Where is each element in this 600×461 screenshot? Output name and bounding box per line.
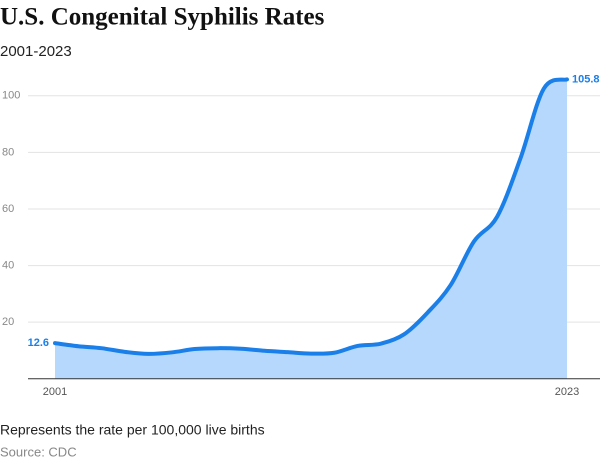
value-label: 105.8 (572, 73, 600, 85)
area (55, 79, 567, 379)
value-label: 12.6 (28, 337, 49, 349)
note: Represents the rate per 100,000 live bir… (0, 422, 265, 438)
y-tick-label: 100 (2, 90, 20, 102)
chart-subtitle: 2001-2023 (0, 43, 72, 60)
chart-title: U.S. Congenital Syphilis Rates (0, 4, 325, 31)
y-tick-label: 20 (2, 316, 14, 328)
x-tick-label: 2023 (555, 386, 579, 398)
y-tick-label: 40 (2, 259, 14, 271)
x-tick-label: 2001 (43, 386, 67, 398)
source: Source: CDC (0, 444, 77, 459)
y-tick-label: 60 (2, 203, 14, 215)
line (53, 77, 569, 356)
y-tick-label: 80 (2, 146, 14, 158)
